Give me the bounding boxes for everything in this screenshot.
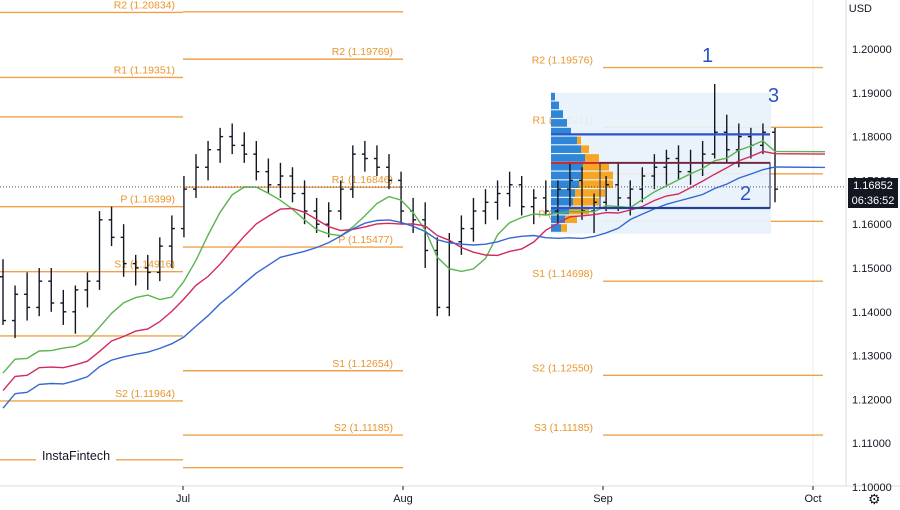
brand-logo: InstaFintech [36,432,116,480]
currency-label[interactable]: USD [848,3,872,15]
volume-bar-orange [569,206,589,215]
time-tick-label: Sep [593,493,613,505]
volume-bar-blue [551,127,571,136]
pivot-label: S1 (1.14698) [532,268,593,280]
annotation-3: 3 [768,85,779,107]
pivot-label: R1 (1.19351) [114,64,175,76]
pivot-label: S2 (1.12550) [532,362,593,374]
pivot-label: S1 (1.12654) [332,358,393,370]
pivot-label: R2 (1.19576) [532,55,593,67]
volume-bar-blue [551,119,567,127]
volume-bar-orange [561,224,567,232]
annotation-2: 2 [740,183,751,205]
pivot-label: R2 (1.19769) [332,46,393,58]
price-tick-label: 1.19000 [852,88,892,100]
price-tick-label: 1.15000 [852,263,892,275]
pivot-label: S3 (1.11185) [534,422,593,434]
volume-bar-blue [551,180,579,188]
volume-bar-blue [551,136,577,145]
volume-bar-blue [551,171,581,180]
pivot-label: P (1.16399) [120,194,175,206]
volume-bar-orange [577,136,581,145]
pivot-label: R1 (1.16846) [332,174,393,186]
volume-bar-blue [551,206,569,215]
volume-bar-orange [581,145,589,153]
pivot-label: R2 (1.20834) [114,0,175,11]
time-tick-label: Oct [804,493,821,505]
pivot-label: P (1.15477) [338,234,393,246]
volume-bar-blue [551,154,585,162]
volume-bar-blue [551,110,563,118]
bar-countdown: 06:36:52 [851,195,895,207]
volume-bar-blue [551,145,581,153]
volume-bar-blue [551,189,575,197]
price-tick-label: 1.10000 [852,482,892,494]
price-tick-label: 1.12000 [852,394,892,406]
volume-bar-blue [551,224,561,232]
ma-red-line [2,150,826,392]
price-tick-label: 1.16000 [852,219,892,231]
time-tick-label: Aug [393,493,413,505]
last-price: 1.16852 [853,180,893,192]
volume-bar-orange [585,154,599,162]
time-tick-label: Jul [176,493,190,505]
volume-bar-orange [579,180,613,188]
volume-bar-blue [551,197,573,206]
price-tick-label: 1.20000 [852,44,892,56]
ma-green-line [2,139,826,374]
price-tick-label: 1.11000 [852,438,891,450]
pivot-label: S2 (1.11964) [115,388,175,400]
annotation-1: 1 [702,45,713,67]
volume-bar-blue [551,162,583,171]
settings-icon[interactable]: ⚙ [868,491,881,507]
volume-bar-orange [583,162,609,171]
volume-bar-orange [581,171,613,180]
last-price-badge: 1.16852 06:36:52 [848,178,898,208]
pivot-label: S2 (1.11185) [334,422,393,434]
price-tick-label: 1.13000 [852,351,892,363]
volume-bar-blue [551,101,559,110]
price-tick-label: 1.14000 [852,307,892,319]
volume-bar-orange [575,189,605,197]
price-tick-label: 1.18000 [852,132,892,144]
volume-bar-orange [565,215,577,224]
volume-bar-blue [551,92,555,101]
volume-bar-orange [573,197,599,206]
value-box [599,162,771,209]
